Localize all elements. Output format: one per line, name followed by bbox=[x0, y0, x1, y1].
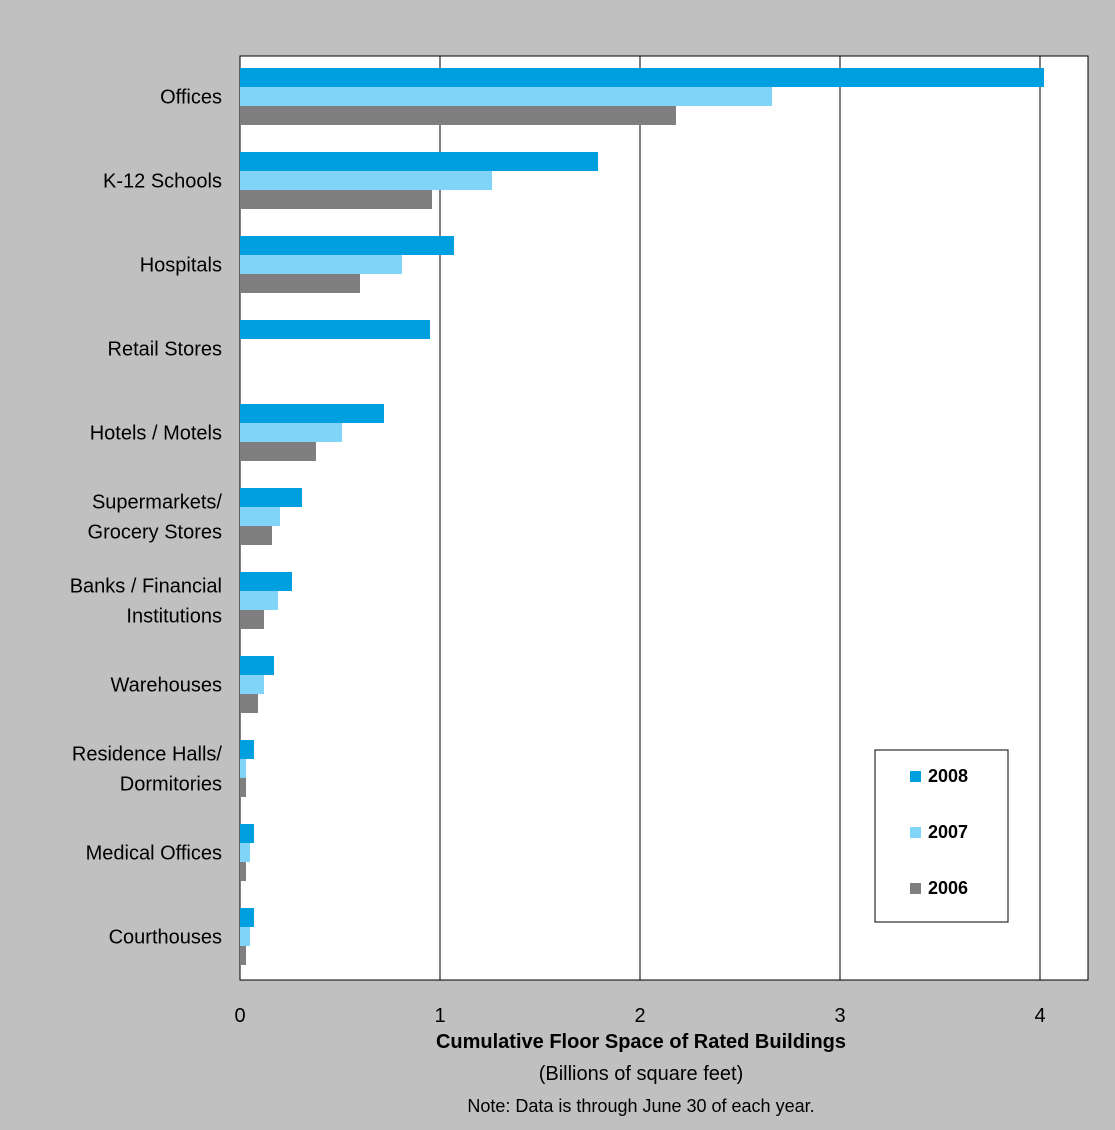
bar-2008-0 bbox=[240, 68, 1044, 87]
x-tick-label: 0 bbox=[234, 1005, 245, 1027]
legend-box bbox=[874, 749, 1009, 923]
bar-2008-2 bbox=[240, 236, 454, 255]
bar-2008-1 bbox=[240, 152, 598, 171]
category-label: K-12 Schools bbox=[103, 171, 222, 193]
bar-2007-10 bbox=[240, 927, 250, 946]
category-label: Hotels / Motels bbox=[90, 423, 222, 445]
category-label: Medical Offices bbox=[86, 843, 222, 865]
category-label: Retail Stores bbox=[108, 339, 223, 361]
x-axis-ticks: 0 1 2 3 4 bbox=[234, 1005, 1045, 1027]
bar-2007-7 bbox=[240, 675, 264, 694]
x-tick-label: 1 bbox=[434, 1005, 445, 1027]
x-axis-label: Cumulative Floor Space of Rated Building… bbox=[436, 1031, 846, 1053]
bar-2006-5 bbox=[240, 526, 272, 545]
bar-2007-2 bbox=[240, 255, 402, 274]
bar-2008-8 bbox=[240, 740, 254, 759]
category-label: Warehouses bbox=[110, 675, 222, 697]
bar-2008-7 bbox=[240, 656, 274, 675]
bar-2008-9 bbox=[240, 824, 254, 843]
x-axis-sublabel: (Billions of square feet) bbox=[539, 1063, 744, 1085]
legend-label-2008: 2008 bbox=[928, 766, 968, 786]
bar-2007-6 bbox=[240, 591, 278, 610]
bar-2008-5 bbox=[240, 488, 302, 507]
bar-2007-1 bbox=[240, 171, 492, 190]
category-label: Courthouses bbox=[109, 927, 222, 949]
legend-swatch-2008 bbox=[910, 771, 921, 782]
bar-2006-2 bbox=[240, 274, 360, 293]
bar-2007-9 bbox=[240, 843, 250, 862]
legend-swatch-2007 bbox=[910, 827, 921, 838]
category-label: Offices bbox=[160, 87, 222, 109]
bar-2008-4 bbox=[240, 404, 384, 423]
bar-2007-4 bbox=[240, 423, 342, 442]
chart-note: Note: Data is through June 30 of each ye… bbox=[467, 1096, 814, 1116]
bar-2008-3 bbox=[240, 320, 430, 339]
bar-2006-7 bbox=[240, 694, 258, 713]
bar-2006-6 bbox=[240, 610, 264, 629]
bar-2007-0 bbox=[240, 87, 772, 106]
legend: 2008 2007 2006 bbox=[874, 749, 1009, 923]
category-label: Banks / Financial Institutions bbox=[70, 576, 222, 628]
bar-2006-0 bbox=[240, 106, 676, 125]
legend-label-2006: 2006 bbox=[928, 878, 968, 898]
bar-2006-4 bbox=[240, 442, 316, 461]
x-tick-label: 3 bbox=[834, 1005, 845, 1027]
legend-swatch-2006 bbox=[910, 883, 921, 894]
x-tick-label: 2 bbox=[634, 1005, 645, 1027]
bar-2007-5 bbox=[240, 507, 280, 526]
category-labels: Offices K-12 Schools Hospitals Retail Store… bbox=[70, 87, 223, 949]
category-label: Hospitals bbox=[140, 255, 222, 277]
category-label: Supermarkets/Grocery Stores bbox=[88, 492, 223, 544]
bar-2007-8 bbox=[240, 759, 246, 778]
bar-2006-1 bbox=[240, 190, 432, 209]
category-label: Residence Halls/Dormitories bbox=[72, 744, 223, 796]
bars bbox=[240, 68, 1044, 965]
legend-label-2007: 2007 bbox=[928, 822, 968, 842]
gridlines bbox=[439, 56, 1041, 980]
bar-2006-10 bbox=[240, 946, 246, 965]
bar-2008-6 bbox=[240, 572, 292, 591]
bar-2006-8 bbox=[240, 778, 246, 797]
x-tick-label: 4 bbox=[1034, 1005, 1045, 1027]
bar-2008-10 bbox=[240, 908, 254, 927]
bar-2006-9 bbox=[240, 862, 246, 881]
